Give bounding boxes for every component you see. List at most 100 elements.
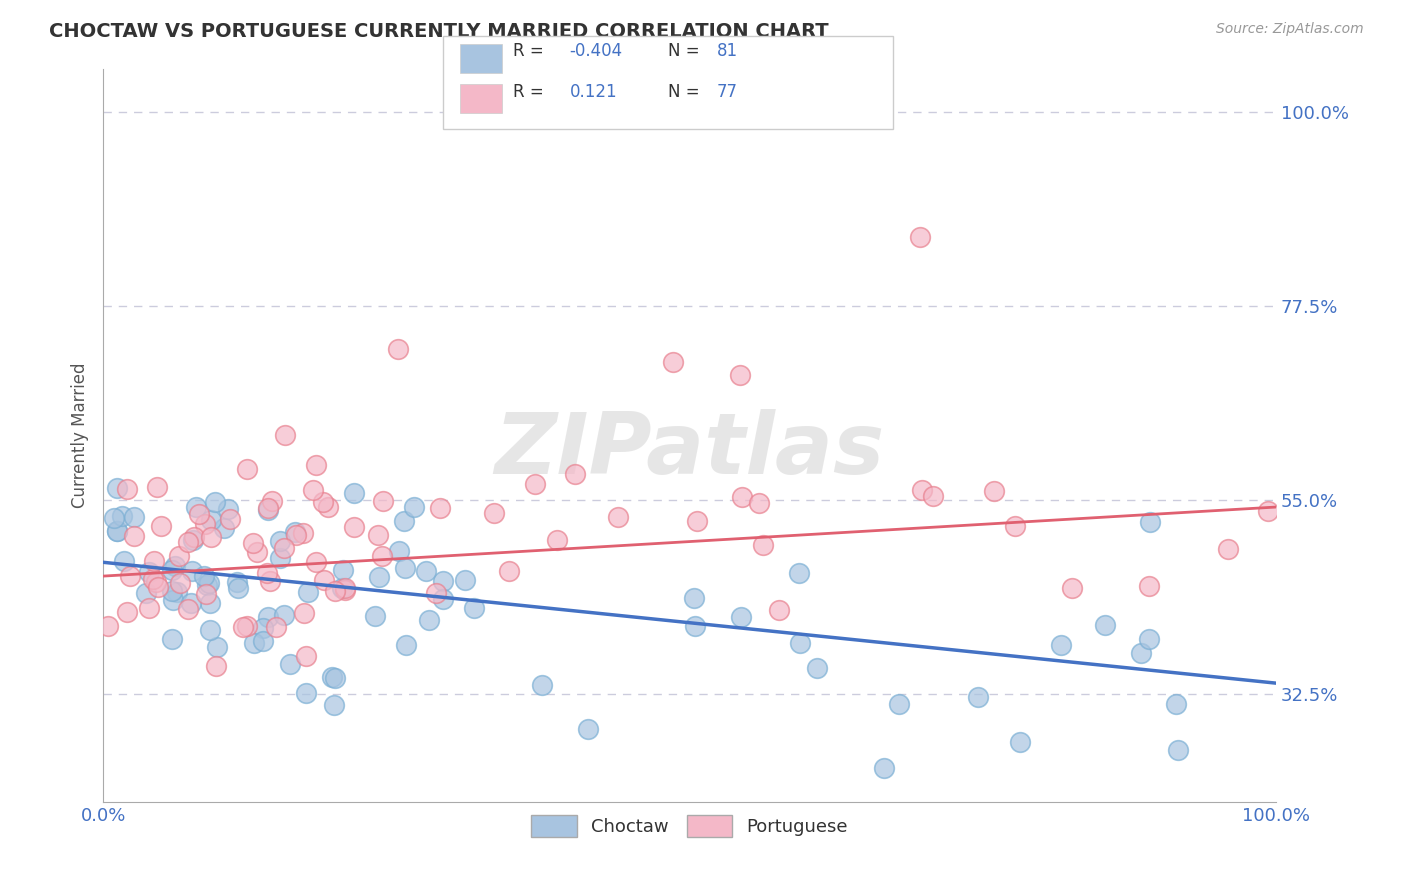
Point (343, 486, 366, 500)
Point (301, 483, 323, 497)
Point (122, 529, 145, 543)
Text: R =: R = (513, 83, 544, 101)
Point (236, 618, 259, 632)
Point (295, 649, 318, 664)
Point (217, 501, 239, 516)
Point (149, 519, 172, 533)
Point (269, 534, 291, 549)
Point (256, 566, 278, 581)
Point (394, 560, 416, 574)
Point (1137, 579, 1160, 593)
Point (1139, 515, 1161, 529)
Point (262, 493, 284, 508)
Point (193, 569, 215, 583)
Point (160, 584, 183, 599)
Point (177, 602, 200, 616)
Point (463, 601, 485, 615)
Point (197, 575, 219, 590)
Point (146, 581, 169, 595)
Point (256, 501, 278, 516)
Point (180, 595, 202, 609)
Point (226, 581, 249, 595)
Point (1004, 519, 1026, 533)
Point (160, 563, 183, 577)
Point (115, 605, 138, 619)
Text: 77: 77 (717, 83, 738, 101)
Point (425, 586, 447, 600)
Point (429, 500, 451, 515)
Point (162, 632, 184, 646)
Point (305, 458, 328, 472)
Point (273, 541, 295, 555)
Point (138, 600, 160, 615)
Point (531, 678, 554, 692)
Point (806, 661, 828, 675)
Point (418, 613, 440, 627)
Point (789, 636, 811, 650)
Point (97, 619, 120, 633)
Point (323, 584, 346, 599)
Point (730, 609, 752, 624)
Point (259, 574, 281, 588)
Point (332, 563, 354, 577)
Point (167, 549, 190, 563)
Point (257, 502, 280, 516)
Point (284, 524, 307, 539)
Point (105, 481, 128, 495)
Point (163, 559, 186, 574)
Point (105, 524, 128, 538)
Point (194, 587, 217, 601)
Point (546, 533, 568, 548)
Text: 81: 81 (717, 42, 738, 60)
Point (292, 525, 315, 540)
Point (333, 581, 356, 595)
Point (111, 508, 134, 523)
Point (278, 657, 301, 671)
Point (911, 483, 934, 498)
Point (135, 586, 157, 600)
Point (142, 554, 165, 568)
Point (330, 581, 353, 595)
Point (392, 514, 415, 528)
Point (226, 574, 249, 589)
Point (188, 508, 211, 522)
Point (269, 550, 291, 565)
Point (169, 576, 191, 591)
Point (371, 549, 394, 563)
Point (373, 494, 395, 508)
Point (273, 607, 295, 622)
Point (246, 545, 269, 559)
Point (252, 633, 274, 648)
Point (367, 528, 389, 542)
Point (343, 520, 366, 534)
Point (284, 527, 307, 541)
Point (243, 635, 266, 649)
Point (1167, 743, 1189, 757)
Point (242, 536, 264, 550)
Point (105, 524, 128, 538)
Point (212, 521, 235, 535)
Point (1257, 504, 1279, 518)
Point (576, 722, 599, 736)
Point (748, 496, 770, 510)
Point (198, 624, 221, 638)
Point (1130, 646, 1153, 660)
Point (181, 533, 204, 548)
Point (235, 462, 257, 476)
Point (198, 596, 221, 610)
Point (787, 566, 810, 581)
Point (1049, 638, 1071, 652)
Point (103, 510, 125, 524)
Point (498, 565, 520, 579)
Point (204, 494, 226, 508)
Legend: Choctaw, Portuguese: Choctaw, Portuguese (524, 808, 855, 845)
Point (682, 591, 704, 605)
Point (200, 531, 222, 545)
Point (731, 490, 754, 504)
Point (728, 368, 751, 382)
Point (305, 555, 328, 569)
Point (1010, 735, 1032, 749)
Point (482, 507, 505, 521)
Point (200, 513, 222, 527)
Point (266, 620, 288, 634)
